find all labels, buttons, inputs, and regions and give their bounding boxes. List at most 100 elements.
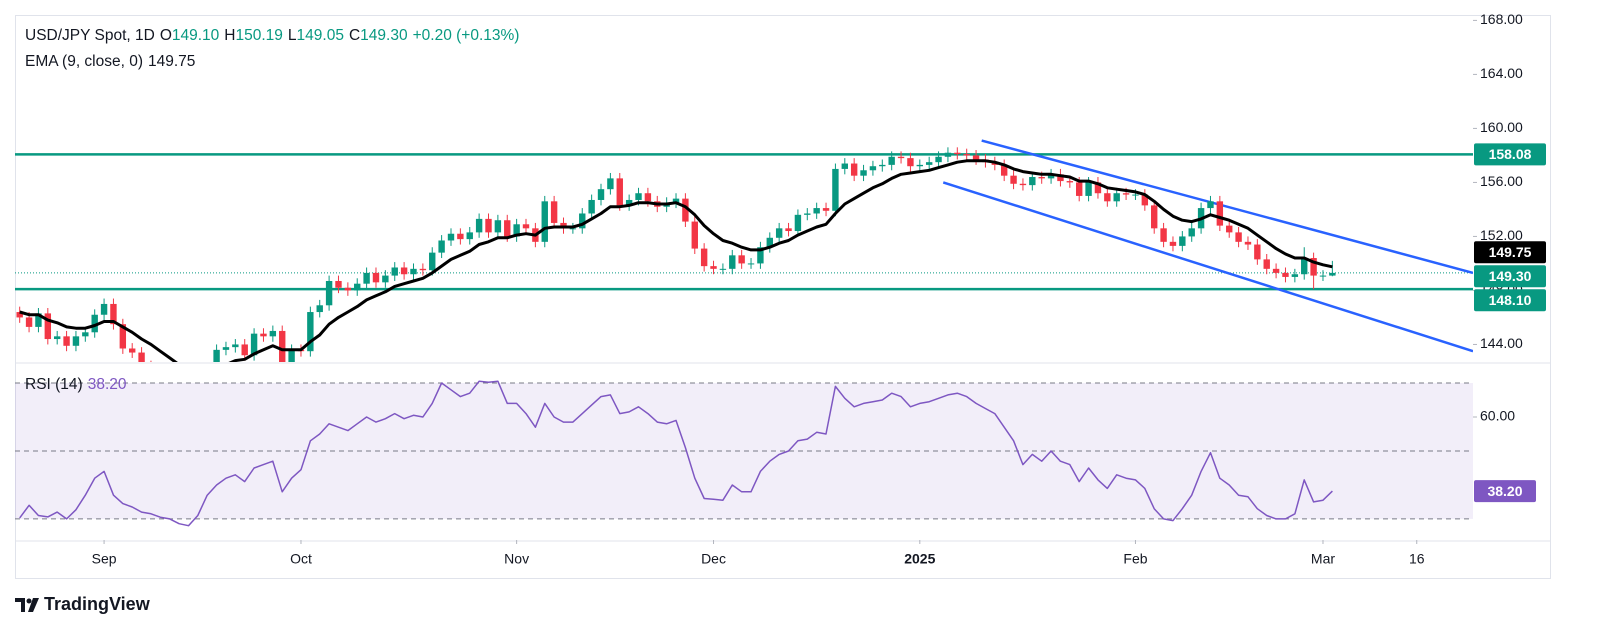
candle-body [1254,244,1261,260]
candle-body [1244,241,1252,245]
candle-body [729,255,736,269]
x-tick-label: Nov [504,551,529,567]
logo-mark [15,598,25,612]
candle-body [541,201,548,242]
rsi-header: RSI (14) 38.20 [25,376,132,394]
candle-body [138,352,145,362]
candle-body [813,208,820,214]
candle-body [1179,236,1186,246]
candle-body [269,330,277,337]
candle-body [550,201,558,223]
candle-body [241,344,248,356]
candle-body [475,218,483,233]
candle-body [635,193,642,200]
axes: 144.00148.00152.00156.00160.00164.00168.… [92,11,1546,567]
candle-body [597,189,605,200]
candle-body [719,268,727,270]
candle-body [522,224,530,229]
candle-body [691,221,698,249]
ohlc-value: 150.19 [235,27,283,44]
y-tick-label: 168.00 [1480,11,1523,27]
candle-body [82,332,89,337]
candle-body [1207,201,1214,209]
candle-body [372,272,380,283]
candle-body [897,156,905,159]
x-tick-label: Sep [92,551,117,567]
candle-body [1329,272,1336,276]
candle-body [391,267,398,276]
candle-body [148,366,154,367]
candle-body [250,333,258,356]
candle-body [1160,228,1167,242]
candle-body [954,152,961,155]
candle-body [1301,258,1308,275]
candle-body [794,214,802,232]
price-pane [15,139,1473,375]
candle-body [1038,177,1045,179]
price-tag [1474,143,1546,166]
ema-line [19,159,1333,362]
price-tag-label: 149.75 [1489,244,1532,260]
ohlc-value: 149.30 [360,27,408,44]
logo [15,598,39,612]
candle-body [222,347,230,350]
candle-body [307,312,314,352]
rsi-line [19,380,1333,527]
candle-body [100,303,108,315]
candle-body [429,252,436,271]
candle-body [438,240,445,253]
candle-body [935,156,942,163]
candle-body [157,367,163,375]
candle-body [569,228,577,230]
candle-body [879,164,886,167]
candle-body [804,213,811,215]
symbol-title: USD/JPY Spot, 1D [25,27,155,44]
candle-body [579,213,586,229]
candle-body [1282,272,1289,277]
candle-body [513,224,520,237]
channel-line [942,181,1473,353]
y-tick-label: 160.00 [1480,119,1523,135]
logo-mark [26,598,32,604]
candle-body [785,228,792,232]
price-tag-label: 148.10 [1489,292,1532,308]
candle-body [944,152,952,157]
candle-body [279,330,286,362]
rsi-value: 38.20 [87,376,127,393]
symbol-header: USD/JPY Spot, 1D O149.10 H150.19 L149.05 C14… [25,27,524,45]
y-tick-label: 60.00 [1480,408,1515,424]
x-tick-label: Dec [701,551,726,567]
candle-body [963,154,970,156]
candle-body [682,198,689,222]
candle-body [644,193,652,202]
ohlc-value: 149.05 [296,27,344,44]
price-tag [1474,289,1546,312]
y-tick-label: 156.00 [1480,173,1523,189]
candle-body [504,220,511,237]
candle-body [1113,193,1120,202]
chart-frame [15,15,1551,579]
candle-body [916,164,924,167]
candle-body [1310,258,1317,276]
candle-body [354,283,361,291]
rsi-tag-label: 38.20 [1487,483,1522,499]
y-tick-label: 164.00 [1480,65,1523,81]
candle-body [832,168,839,211]
candle-body [63,336,70,346]
candle-body [822,208,830,211]
candle-body [419,268,427,271]
ohlc-key: H [224,27,236,44]
candle-body [907,158,914,167]
candle-body [588,199,595,214]
candle-body [335,280,342,288]
candle-body [1104,193,1111,202]
candle-body [129,348,136,353]
candle-body [616,178,623,206]
x-tick-label: 2025 [904,551,935,567]
candle-body [1122,193,1130,195]
candle-body [119,324,127,349]
rsi-tag [1474,480,1536,503]
candle-body [25,317,33,327]
candle-body [44,313,52,340]
